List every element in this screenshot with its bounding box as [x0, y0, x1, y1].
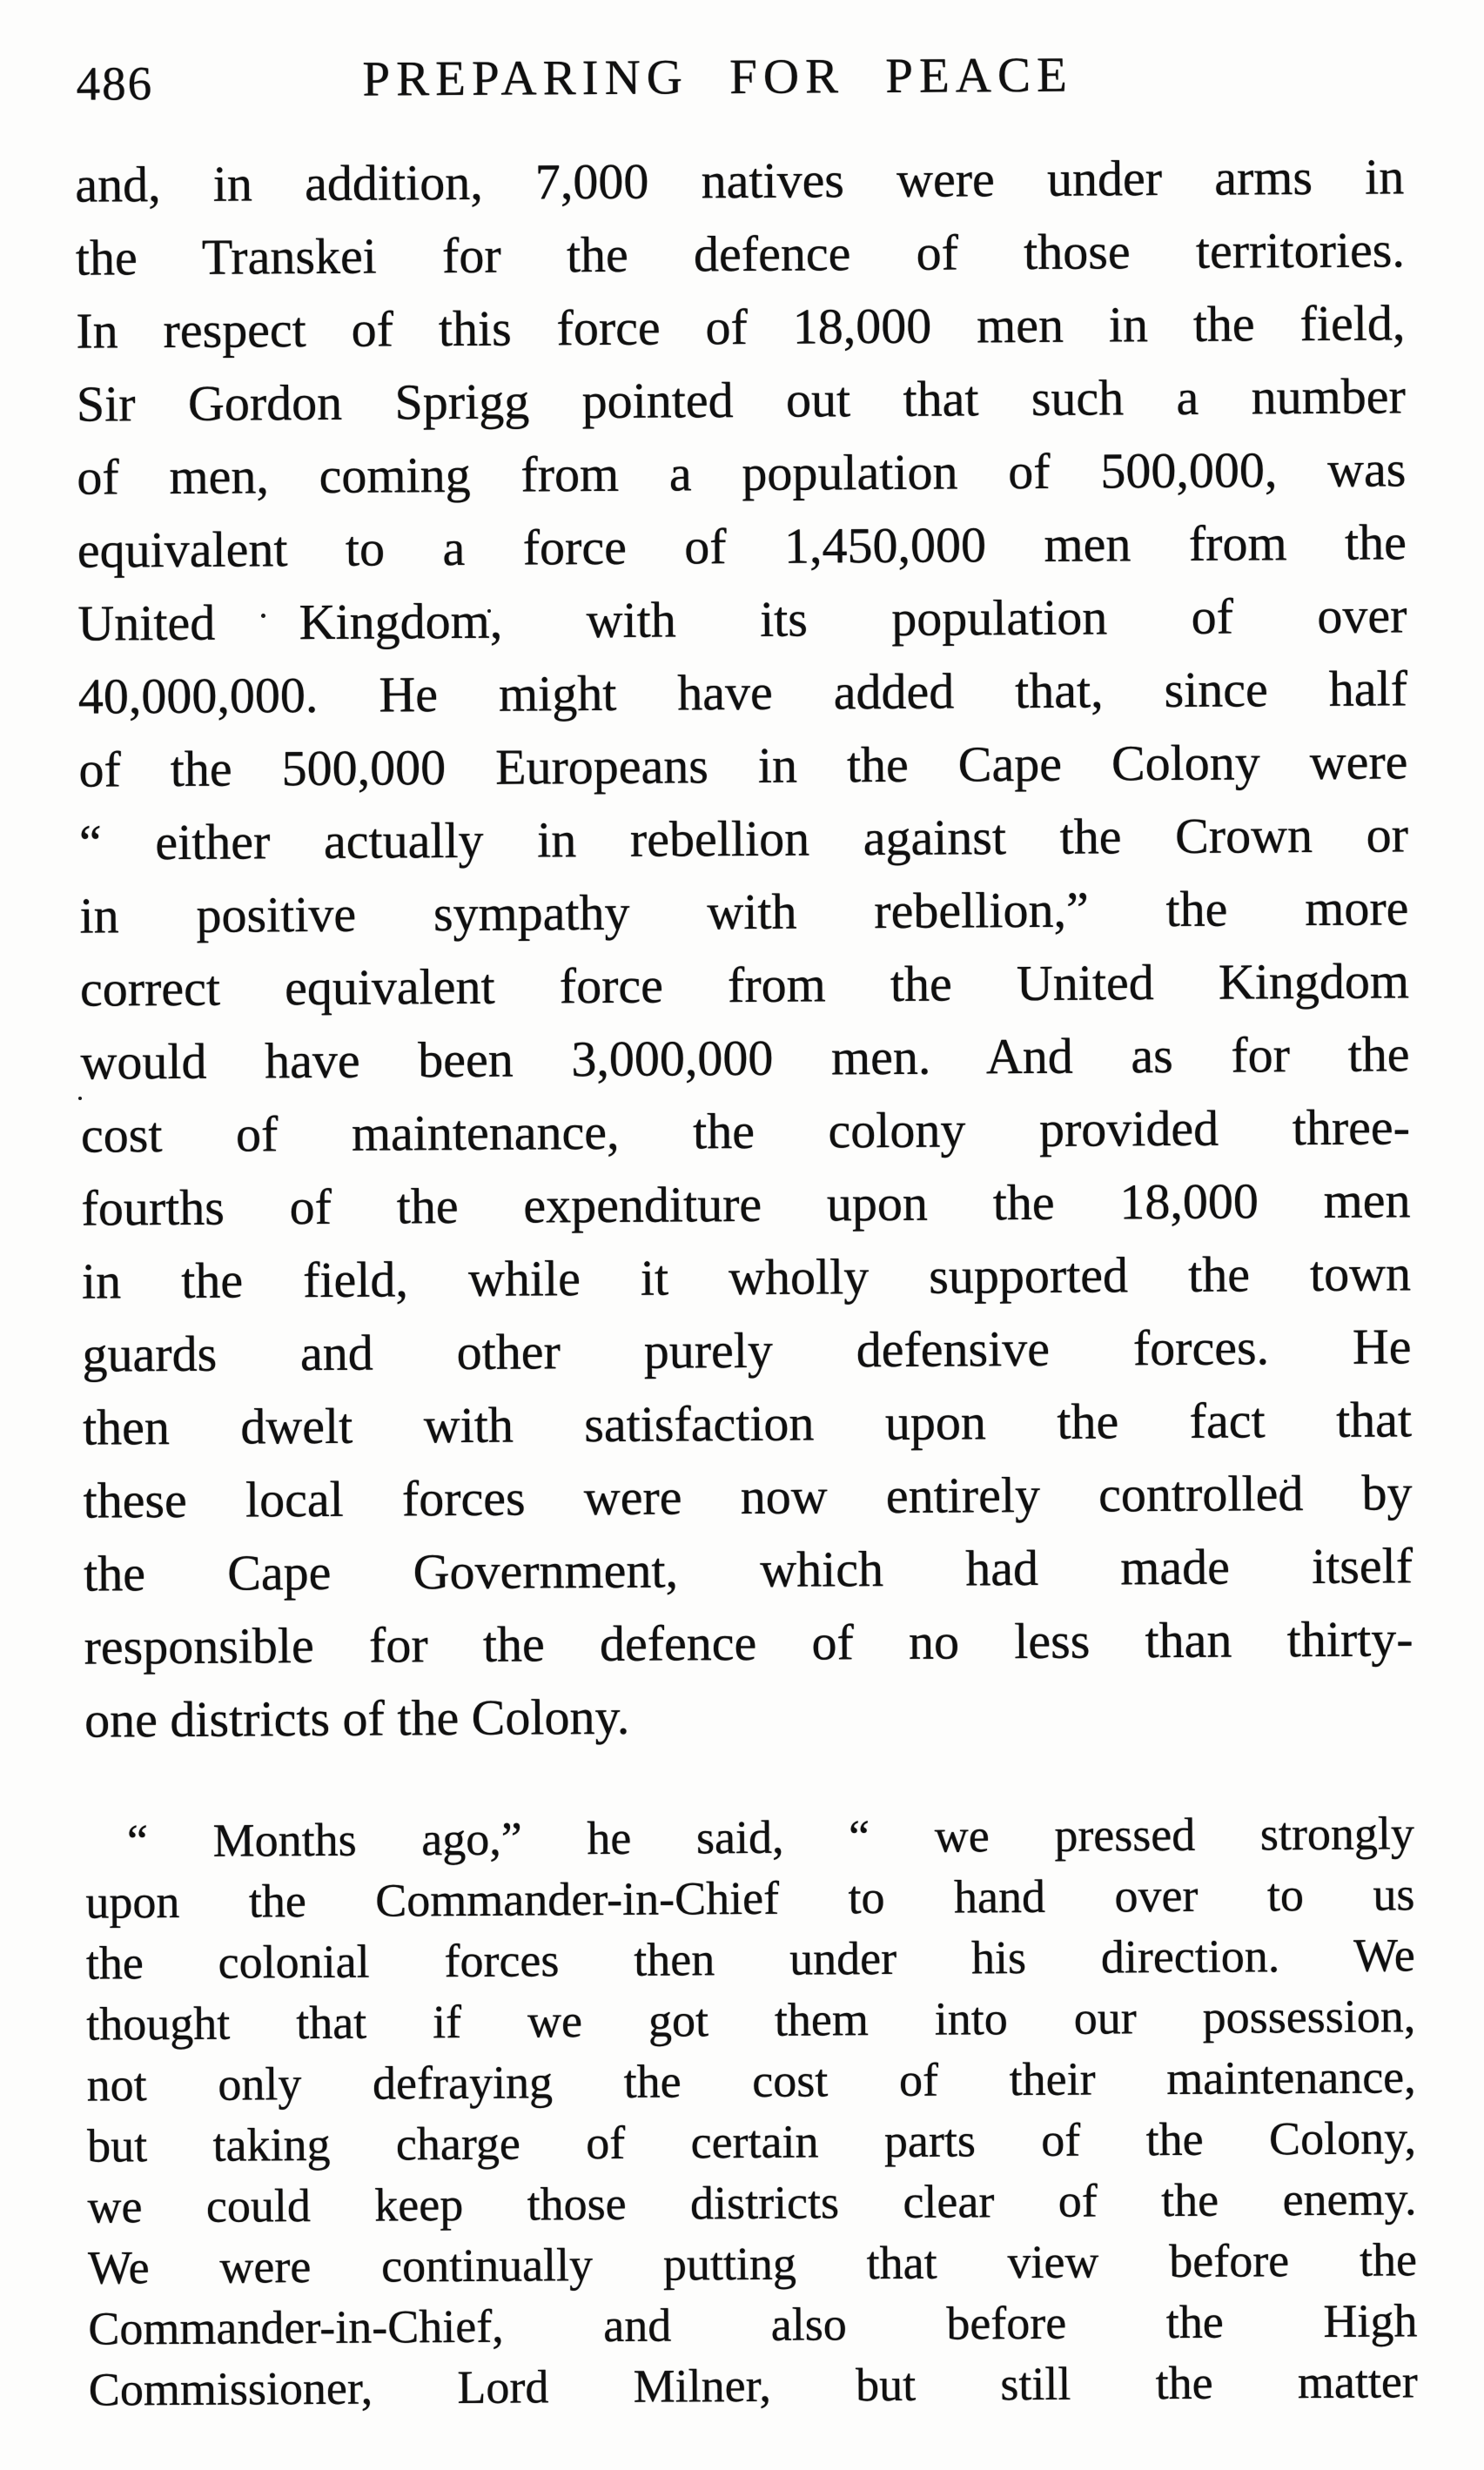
text-line: the Transkei for the defence of those te… [75, 221, 1406, 286]
text-line: thought that if we got them into our pos… [86, 1990, 1416, 2051]
page-header: 486 PREPARING FOR PEACE [74, 41, 1403, 117]
text-line: “ Months ago,” he said, “ we pressed str… [126, 1807, 1415, 1868]
text-line: fourths of the expenditure upon the 18,0… [81, 1171, 1411, 1237]
text-line: would have been 3,000,000 men. And as fo… [80, 1025, 1410, 1091]
text-line: but taking charge of certain parts of th… [86, 2111, 1417, 2172]
text-line: we could keep those districts clear of t… [87, 2172, 1417, 2233]
text-line: one districts of the Colony. [84, 1688, 630, 1748]
text-line: We were continually putting that view be… [87, 2233, 1418, 2294]
text-line: United Kingdom, with its population of o… [77, 587, 1407, 652]
text-line: cost of maintenance, the colony provided… [80, 1098, 1411, 1164]
text-line: equivalent to a force of 1,450,000 men f… [77, 513, 1407, 579]
scan-speck [78, 1097, 82, 1100]
text-line: in positive sympathy with rebellion,” th… [79, 879, 1409, 944]
text-line: not only defraying the cost of their mai… [86, 2051, 1416, 2111]
scan-speck [261, 614, 265, 618]
text-line: the colonial forces then under his direc… [85, 1929, 1415, 1990]
text-line: 40,000,000. He might have added that, si… [77, 660, 1408, 725]
text-line: of the 500,000 Europeans in the Cape Col… [78, 733, 1408, 798]
scan-speck [1284, 1480, 1287, 1483]
text-line: correct equivalent force from the United… [79, 952, 1410, 1017]
text-line: these local forces were now entirely con… [83, 1464, 1413, 1529]
paragraph-body: and, in addition, 7,000 natives were und… [75, 140, 1413, 1756]
text-line: the Cape Government, which had made itse… [83, 1537, 1413, 1602]
page-number: 486 [76, 57, 154, 111]
text-line: guards and other purely defensive forces… [82, 1318, 1412, 1383]
text-line: Commander-in-Chief, and also before the … [88, 2294, 1418, 2355]
text-line: in the field, while it wholly supported … [81, 1245, 1412, 1310]
text-line: then dwelt with satisfaction upon the fa… [82, 1391, 1413, 1456]
text-line: In respect of this force of 18,000 men i… [76, 294, 1406, 359]
running-title: PREPARING FOR PEACE [362, 47, 1074, 107]
text-line: responsible for the defence of no less t… [84, 1610, 1413, 1675]
text-line: and, in addition, 7,000 natives were und… [75, 148, 1405, 213]
text-line: upon the Commander-in-Chief to hand over… [85, 1868, 1415, 1929]
text-line: Sir Gordon Sprigg pointed out that such … [76, 367, 1407, 433]
text-line: Commissioner, Lord Milner, but still the… [88, 2355, 1418, 2416]
text-line: of men, coming from a population of 500,… [77, 440, 1407, 506]
paragraph-quote: “ Months ago,” he said, “ we pressed str… [85, 1802, 1418, 2420]
text-line: “ either actually in rebellion against t… [78, 806, 1409, 871]
scan-speck [487, 609, 491, 613]
